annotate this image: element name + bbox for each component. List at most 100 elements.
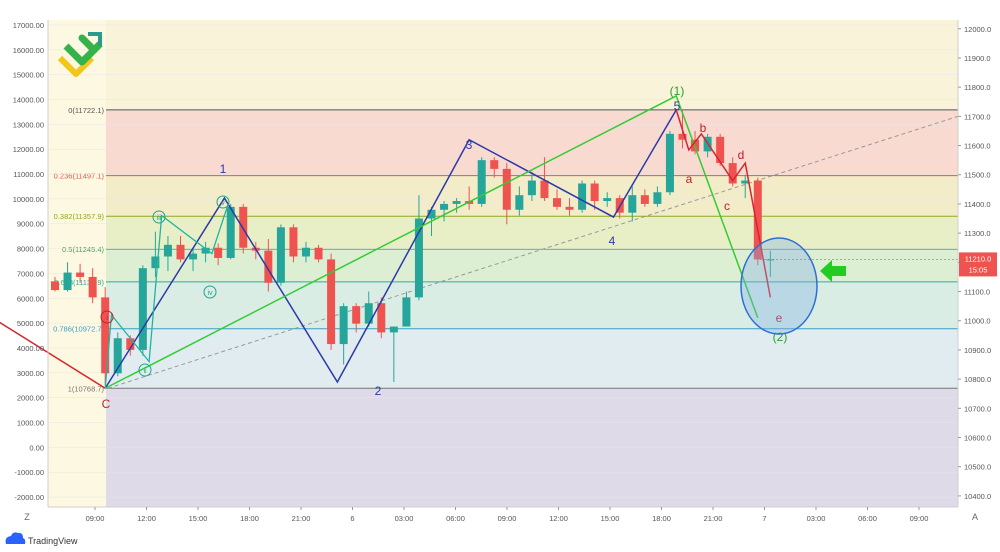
- left-axis-tick: -1000.00: [14, 468, 44, 477]
- candle[interactable]: [63, 262, 72, 292]
- time-axis-tick: 03:00: [807, 514, 826, 523]
- candle[interactable]: [88, 268, 97, 304]
- candle[interactable]: [502, 163, 511, 225]
- wave-label: 1: [220, 162, 227, 176]
- candle[interactable]: [527, 171, 536, 202]
- time-axis-tick: 09:00: [910, 514, 929, 523]
- candle[interactable]: [302, 241, 310, 263]
- candle[interactable]: [352, 303, 361, 333]
- candle[interactable]: [640, 189, 649, 207]
- left-axis-tick: 6000.00: [17, 294, 44, 303]
- left-axis-tick: 8000.00: [17, 245, 44, 254]
- candle[interactable]: [653, 186, 662, 207]
- candle[interactable]: [163, 236, 172, 272]
- tradingview-brand[interactable]: TradingView: [5, 532, 78, 546]
- candle[interactable]: [101, 287, 110, 385]
- candle-body: [590, 183, 599, 202]
- candle[interactable]: [590, 180, 599, 210]
- time-axis[interactable]: 09:00 12:00 15:00 18:00 21:00 6 03:00 06:00 09:0…: [48, 506, 958, 523]
- candle[interactable]: [138, 265, 147, 356]
- candle-body: [101, 297, 110, 374]
- right-price-axis[interactable]: 12000.0 11900.0 11800.0 11700.0 11600.0 11500…: [957, 20, 997, 507]
- candle[interactable]: [553, 189, 561, 210]
- circled-wave-label: v: [221, 200, 225, 207]
- candle-body: [716, 136, 725, 164]
- circled-wave-label: iii: [157, 215, 162, 222]
- candle-body: [665, 133, 674, 193]
- time-axis-tick: 09:00: [86, 514, 105, 523]
- candle[interactable]: [452, 198, 461, 213]
- candle[interactable]: [314, 244, 323, 263]
- wave-label: c: [724, 199, 730, 213]
- candle-body: [565, 206, 574, 210]
- left-axis-tick: 16000.00: [13, 46, 44, 55]
- candle[interactable]: [364, 291, 373, 327]
- candle[interactable]: [766, 250, 775, 277]
- left-axis-tick: 4000.00: [17, 344, 44, 353]
- candle-body: [214, 247, 223, 258]
- candle[interactable]: [741, 174, 750, 199]
- candle[interactable]: [214, 243, 223, 266]
- candle[interactable]: [264, 238, 273, 292]
- candle[interactable]: [151, 231, 160, 277]
- wave-label: (1): [670, 84, 685, 98]
- candle-body: [201, 247, 210, 254]
- svg-text:Z: Z: [24, 512, 30, 522]
- auto-scale-button[interactable]: A: [972, 512, 978, 522]
- candle[interactable]: [414, 195, 423, 301]
- candle[interactable]: [51, 276, 59, 292]
- candle[interactable]: [76, 263, 85, 283]
- time-axis-tick: 7: [762, 514, 766, 523]
- candle-body: [741, 180, 750, 184]
- candle[interactable]: [389, 326, 398, 383]
- candle[interactable]: [440, 201, 449, 222]
- candle[interactable]: [477, 157, 486, 207]
- plot-area[interactable]: 0(11722.1) 0.236(11497.1) 0.382(11357.9) 0.…: [0, 20, 959, 507]
- candle[interactable]: [628, 186, 637, 222]
- circled-wave-marker: [203, 285, 217, 299]
- fib-extension-zone: [106, 388, 958, 507]
- fib-zone: [106, 216, 958, 250]
- candle[interactable]: [176, 236, 185, 263]
- circled-wave-marker: [216, 195, 230, 209]
- candle[interactable]: [402, 291, 411, 327]
- left-axis-tick: 12000.00: [13, 145, 44, 154]
- left-axis-tick: 14000.00: [13, 96, 44, 105]
- candle-body: [302, 247, 310, 257]
- candle[interactable]: [377, 297, 386, 339]
- candle[interactable]: [665, 130, 674, 196]
- right-axis-tick: 10700.0: [964, 404, 991, 413]
- candle-body: [527, 180, 536, 196]
- candle-body: [76, 272, 85, 277]
- candle[interactable]: [339, 303, 348, 365]
- candle[interactable]: [189, 247, 198, 272]
- fib-zone: [106, 328, 958, 389]
- left-axis-tick: 3000.00: [17, 369, 44, 378]
- right-axis-tick: 12000.0: [964, 25, 991, 34]
- candle[interactable]: [515, 186, 524, 216]
- candle-body: [753, 180, 762, 260]
- candle[interactable]: [603, 192, 612, 207]
- timezone-button[interactable]: Z: [24, 512, 30, 522]
- candle[interactable]: [753, 177, 762, 266]
- candle[interactable]: [289, 224, 298, 263]
- candle[interactable]: [565, 198, 574, 216]
- candle-body: [176, 244, 185, 260]
- candle[interactable]: [578, 180, 587, 213]
- current-price-label[interactable]: 11210.0 15:05: [959, 252, 997, 277]
- candle[interactable]: [201, 241, 210, 263]
- candle[interactable]: [276, 224, 285, 286]
- candle[interactable]: [490, 157, 499, 178]
- candle[interactable]: [327, 253, 336, 350]
- candle-body: [189, 253, 198, 260]
- wave-label: 4: [609, 234, 616, 248]
- candle-body: [502, 168, 511, 210]
- fib-level-label: 0.236(11497.1): [54, 172, 105, 181]
- candle-body: [414, 218, 423, 298]
- circled-wave-label: i: [106, 315, 108, 322]
- right-axis-tick: 10400.0: [964, 492, 991, 501]
- candle[interactable]: [540, 157, 549, 202]
- left-price-axis[interactable]: 17000.00 16000.00 15000.00 14000.00 13000.00…: [13, 20, 49, 507]
- candle[interactable]: [226, 203, 235, 260]
